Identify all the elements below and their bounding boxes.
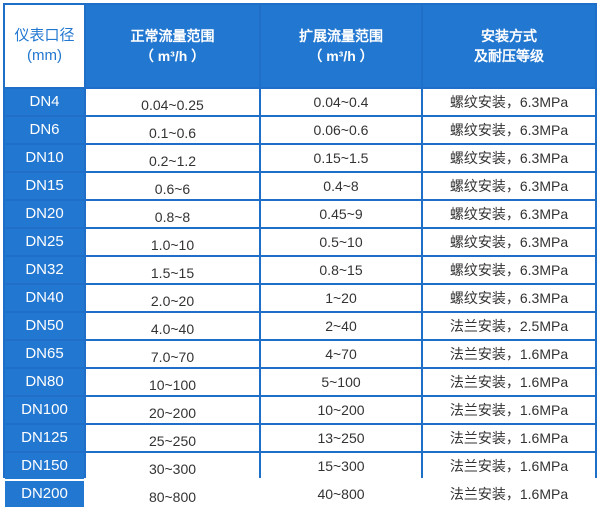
cell-extended-flow: 0.04~0.4 [261,89,421,115]
cell-installation: 螺纹安装，6.3MPa [423,117,595,143]
flow-range-table: 仪表口径 (mm) 正常流量范围 （ m³/h ） 扩展流量范围 （ m³/h … [3,3,597,507]
cell-installation: 螺纹安装，6.3MPa [423,229,595,255]
cell-normal-flow: 0.6~6 [86,173,259,199]
cell-normal-flow: 1.0~10 [86,229,259,255]
cell-installation: 法兰安装，1.6MPa [423,369,595,395]
cell-normal-flow: 0.04~0.25 [86,89,259,115]
cell-extended-flow: 0.5~10 [261,229,421,255]
cell-extended-flow: 4~70 [261,341,421,367]
cell-caliber: DN150 [5,453,84,479]
header-normal-flow: 正常流量范围 （ m³/h ） [86,5,259,87]
cell-extended-flow: 13~250 [261,425,421,451]
cell-normal-flow: 25~250 [86,425,259,451]
header-installation: 安装方式 及耐压等级 [423,5,595,87]
cell-caliber: DN50 [5,313,84,339]
cell-caliber: DN15 [5,173,84,199]
cell-extended-flow: 40~800 [261,481,421,507]
cell-installation: 螺纹安装，6.3MPa [423,285,595,311]
cell-installation: 螺纹安装，6.3MPa [423,257,595,283]
header-text: 安装方式 [481,28,537,44]
cell-caliber: DN65 [5,341,84,367]
cell-normal-flow: 0.1~0.6 [86,117,259,143]
cell-installation: 法兰安装，1.6MPa [423,425,595,451]
cell-extended-flow: 10~200 [261,397,421,423]
cell-extended-flow: 1~20 [261,285,421,311]
cell-normal-flow: 7.0~70 [86,341,259,367]
header-text: (mm) [27,47,62,64]
cell-caliber: DN125 [5,425,84,451]
cell-caliber: DN40 [5,285,84,311]
cell-caliber: DN100 [5,397,84,423]
cell-caliber: DN20 [5,201,84,227]
cell-normal-flow: 80~800 [86,481,259,507]
cell-installation: 螺纹安装，6.3MPa [423,173,595,199]
cell-normal-flow: 0.2~1.2 [86,145,259,171]
cell-caliber: DN25 [5,229,84,255]
header-text: 正常流量范围 [130,28,215,44]
cell-installation: 法兰安装，2.5MPa [423,313,595,339]
header-text: （ m³/h ） [139,48,206,64]
header-extended-flow: 扩展流量范围 （ m³/h ） [261,5,421,87]
cell-extended-flow: 2~40 [261,313,421,339]
cell-normal-flow: 20~200 [86,397,259,423]
cell-normal-flow: 4.0~40 [86,313,259,339]
cell-installation: 螺纹安装，6.3MPa [423,201,595,227]
header-text: 仪表口径 [14,27,75,44]
cell-installation: 法兰安装，1.6MPa [423,397,595,423]
cell-installation: 螺纹安装，6.3MPa [423,145,595,171]
header-caliber: 仪表口径 (mm) [5,5,84,87]
header-text: 及耐压等级 [474,48,544,64]
cell-extended-flow: 0.4~8 [261,173,421,199]
cell-installation: 螺纹安装，6.3MPa [423,89,595,115]
cell-caliber: DN32 [5,257,84,283]
cell-caliber: DN80 [5,369,84,395]
cell-normal-flow: 1.5~15 [86,257,259,283]
cell-caliber: DN200 [5,481,84,507]
cell-caliber: DN10 [5,145,84,171]
header-text: 扩展流量范围 [299,28,383,44]
cell-installation: 法兰安装，1.6MPa [423,453,595,479]
cell-caliber: DN4 [5,89,84,115]
cell-extended-flow: 0.06~0.6 [261,117,421,143]
cell-caliber: DN6 [5,117,84,143]
cell-normal-flow: 30~300 [86,453,259,479]
header-text: （ m³/h ） [308,48,374,64]
cell-normal-flow: 2.0~20 [86,285,259,311]
cell-extended-flow: 15~300 [261,453,421,479]
cell-extended-flow: 0.45~9 [261,201,421,227]
cell-extended-flow: 0.8~15 [261,257,421,283]
cell-installation: 法兰安装，1.6MPa [423,341,595,367]
cell-normal-flow: 10~100 [86,369,259,395]
cell-normal-flow: 0.8~8 [86,201,259,227]
cell-extended-flow: 5~100 [261,369,421,395]
cell-extended-flow: 0.15~1.5 [261,145,421,171]
cell-installation: 法兰安装，1.6MPa [423,481,595,507]
